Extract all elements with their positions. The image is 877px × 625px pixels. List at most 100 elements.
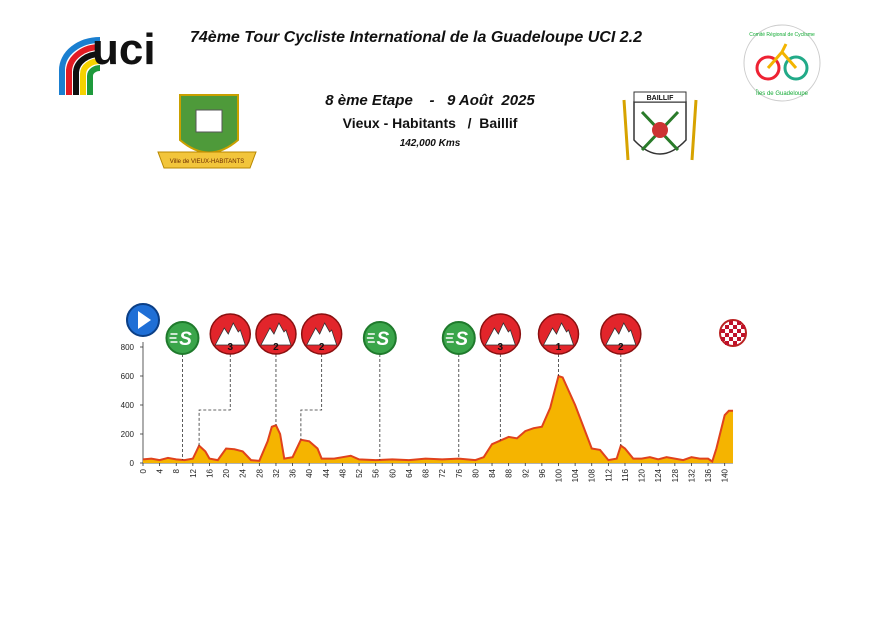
- x-tick-label: 92: [521, 468, 530, 477]
- climb-category: 2: [319, 342, 325, 353]
- climb-mountain: [306, 322, 338, 346]
- finish-check: [737, 329, 742, 333]
- climb-category: 3: [227, 342, 233, 353]
- committee-bottom: Îles de Guadeloupe: [755, 90, 809, 97]
- x-tick-label: 140: [721, 468, 730, 482]
- finish-check: [725, 333, 730, 337]
- right-town: BAILLIF: [647, 95, 675, 102]
- marker-leader: [300, 354, 323, 440]
- sprint-lines: [169, 333, 178, 343]
- sprint-lines: [445, 333, 454, 343]
- climb-category: 2: [618, 342, 624, 353]
- marker-start: [126, 303, 160, 337]
- sprint-label: S: [179, 329, 192, 350]
- climb-mountain: [260, 322, 292, 346]
- stage: 8 ème Etape - 9 Août 2025: [325, 92, 535, 109]
- sprint-icon: [362, 321, 397, 355]
- x-tick-label: 80: [471, 468, 480, 477]
- finish-check: [733, 341, 738, 345]
- x-tick-label: 56: [372, 468, 381, 477]
- sprint-label: S: [455, 329, 468, 350]
- climb-category: 1: [556, 342, 562, 353]
- right-crest: BAILLIF: [622, 91, 698, 161]
- x-tick-label: 128: [671, 468, 680, 482]
- finish-check: [729, 337, 734, 341]
- start-arrow: [138, 311, 151, 329]
- climb-mountain: [542, 322, 575, 346]
- marker-climb: 2: [255, 313, 297, 426]
- y-tick-label: 800: [121, 343, 135, 352]
- finish-check: [741, 325, 746, 329]
- sprint-label: S: [376, 329, 389, 350]
- x-tick-label: 112: [604, 468, 613, 481]
- sprint-icon: [165, 321, 200, 355]
- x-tick-label: 16: [205, 468, 214, 477]
- x-tick-label: 124: [654, 468, 663, 482]
- finish-check: [737, 321, 742, 325]
- finish-check: [721, 337, 726, 341]
- marker-finish: [719, 319, 748, 347]
- x-tick-label: 84: [488, 468, 497, 477]
- finish-check: [729, 321, 734, 325]
- x-tick-label: 68: [422, 468, 431, 477]
- x-tick-label: 40: [305, 468, 314, 477]
- marker-sprint: S: [165, 321, 200, 460]
- x-tick-label: 76: [455, 468, 464, 477]
- x-tick-label: 72: [438, 468, 447, 477]
- x-tick-label: 136: [704, 468, 713, 482]
- climb-category: 2: [273, 342, 279, 353]
- title: 74ème Tour Cycliste International de la …: [190, 29, 642, 46]
- climb-category: 3: [498, 342, 504, 353]
- x-tick-label: 12: [189, 468, 198, 477]
- climb-mountain: [605, 322, 637, 346]
- x-tick-label: 64: [405, 468, 414, 477]
- x-tick-label: 88: [505, 468, 514, 477]
- route: Vieux - Habitants / Baillif: [343, 115, 518, 131]
- finish-check: [737, 337, 742, 341]
- marker-climb: 3: [479, 313, 522, 441]
- climb-mountain: [214, 322, 246, 346]
- marker-climb: 3: [198, 313, 252, 446]
- x-tick-label: 100: [555, 468, 564, 482]
- x-tick-label: 36: [289, 468, 298, 477]
- committee-logo: Comité Régional de Cyclisme Îles de Guad…: [743, 24, 821, 102]
- finish-check: [733, 325, 738, 329]
- x-tick-label: 120: [638, 468, 647, 482]
- x-tick-label: 52: [355, 468, 364, 477]
- x-tick-label: 96: [538, 468, 547, 477]
- left-town: Ville de VIEUX-HABITANTS: [170, 159, 244, 165]
- climb-mountain: [484, 322, 516, 346]
- x-tick-label: 0: [139, 468, 148, 473]
- x-tick-label: 28: [255, 468, 264, 477]
- marker-sprint: S: [362, 321, 397, 460]
- finish-check: [725, 325, 730, 329]
- marker-climb: 1: [537, 313, 580, 376]
- marker-sprint: S: [441, 321, 476, 459]
- x-tick-label: 20: [222, 468, 231, 477]
- finish-check: [729, 329, 734, 333]
- x-tick-label: 48: [338, 468, 347, 477]
- uci-text: uci: [92, 25, 156, 74]
- elevation-line: [142, 374, 734, 464]
- marker-climb: 2: [300, 313, 343, 440]
- finish-check: [721, 329, 726, 333]
- x-tick-label: 24: [239, 468, 248, 477]
- x-tick-label: 132: [687, 468, 696, 482]
- x-tick-label: 8: [172, 468, 181, 473]
- y-tick-label: 200: [121, 430, 135, 439]
- x-tick-label: 108: [588, 468, 597, 482]
- finish-check: [725, 341, 730, 345]
- left-crest: Ville de VIEUX-HABITANTS: [157, 94, 257, 169]
- x-tick-label: 32: [272, 468, 281, 477]
- sprint-icon: [441, 321, 476, 355]
- x-tick-label: 4: [156, 468, 165, 473]
- marker-climb: 2: [600, 313, 642, 446]
- finish-check: [741, 333, 746, 337]
- x-tick-label: 60: [388, 468, 397, 477]
- distance: 142,000 Kms: [400, 138, 461, 149]
- x-tick-label: 104: [571, 468, 580, 482]
- committee-top: Comité Régional de Cyclisme: [749, 32, 815, 38]
- elevation-area: [143, 376, 734, 463]
